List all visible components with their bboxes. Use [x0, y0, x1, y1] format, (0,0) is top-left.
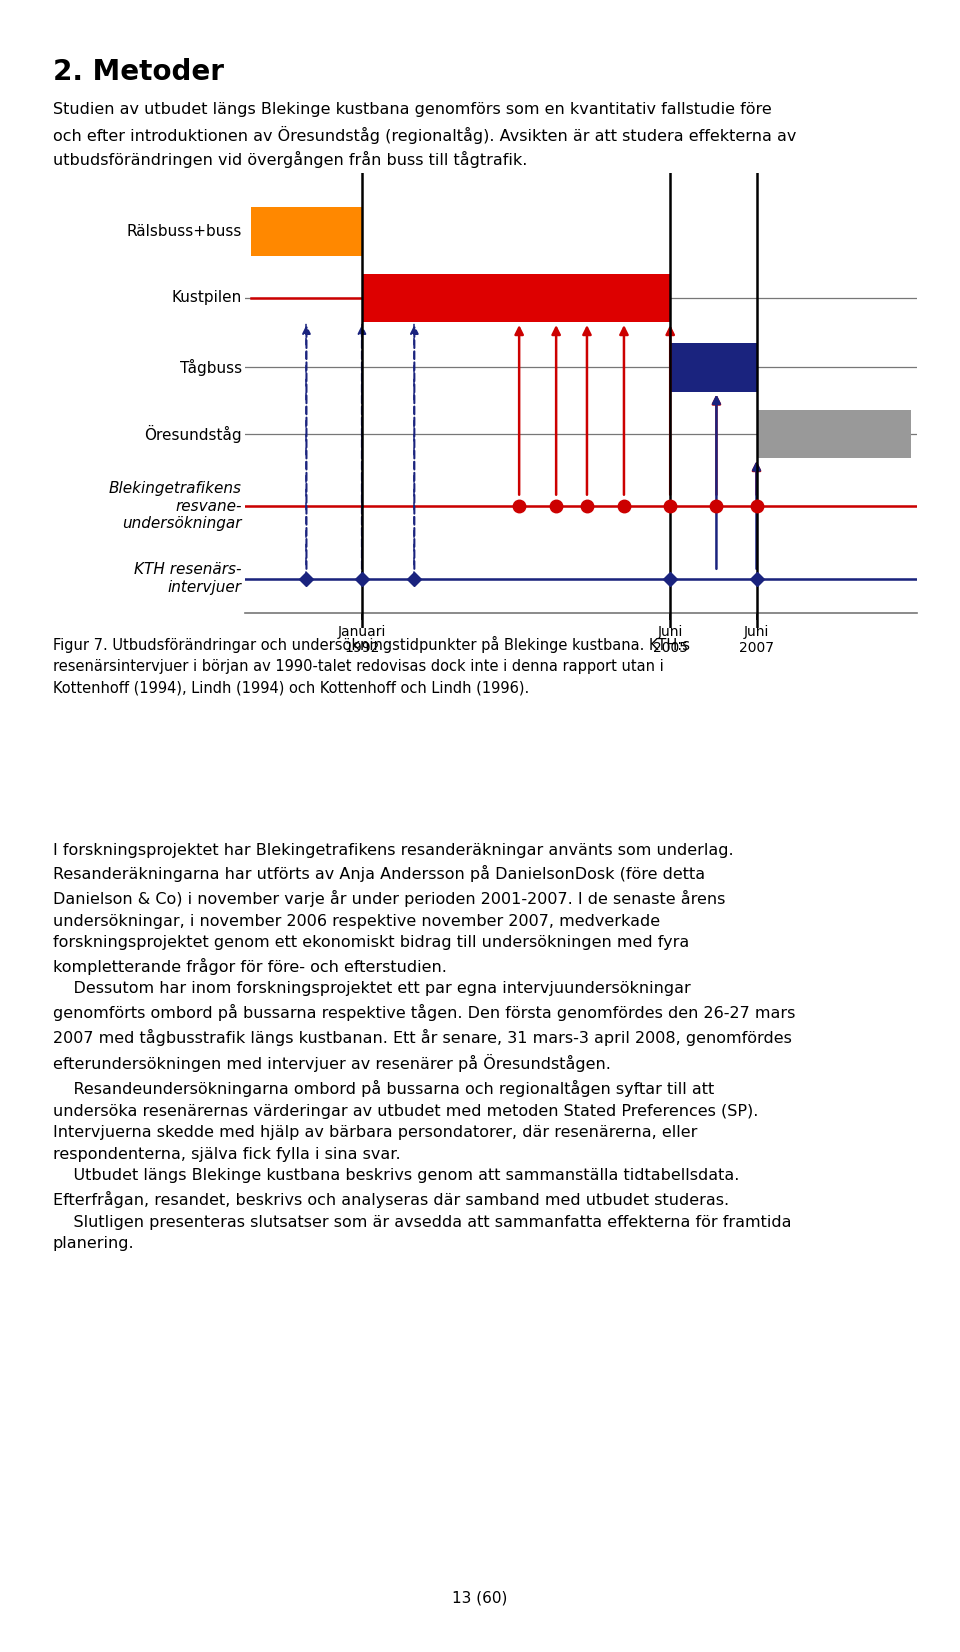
- Text: I forskningsprojektet har Blekingetrafikens resanderäkningar använts som underla: I forskningsprojektet har Blekingetrafik…: [53, 843, 795, 1251]
- Text: Figur 7. Utbudsförändringar och undersökningstidpunkter på Blekinge kustbana. KT: Figur 7. Utbudsförändringar och undersök…: [53, 636, 690, 695]
- Bar: [670, 344, 756, 392]
- Text: 2. Metoder: 2. Metoder: [53, 58, 224, 86]
- Text: KTH resenärs-
intervjuer: KTH resenärs- intervjuer: [134, 562, 242, 595]
- Text: Blekingetrafikens
resvane-
undersökningar: Blekingetrafikens resvane- undersökninga…: [108, 481, 242, 532]
- Text: Rälsbuss+buss: Rälsbuss+buss: [127, 223, 242, 240]
- Bar: [362, 274, 670, 322]
- Text: Studien av utbudet längs Blekinge kustbana genomförs som en kvantitativ fallstud: Studien av utbudet längs Blekinge kustba…: [53, 102, 796, 169]
- Text: Tågbuss: Tågbuss: [180, 358, 242, 377]
- Bar: [756, 410, 911, 458]
- Text: Kustpilen: Kustpilen: [172, 291, 242, 306]
- Text: 13 (60): 13 (60): [452, 1591, 508, 1606]
- Text: Öresundståg: Öresundståg: [144, 425, 242, 443]
- Bar: [251, 206, 362, 256]
